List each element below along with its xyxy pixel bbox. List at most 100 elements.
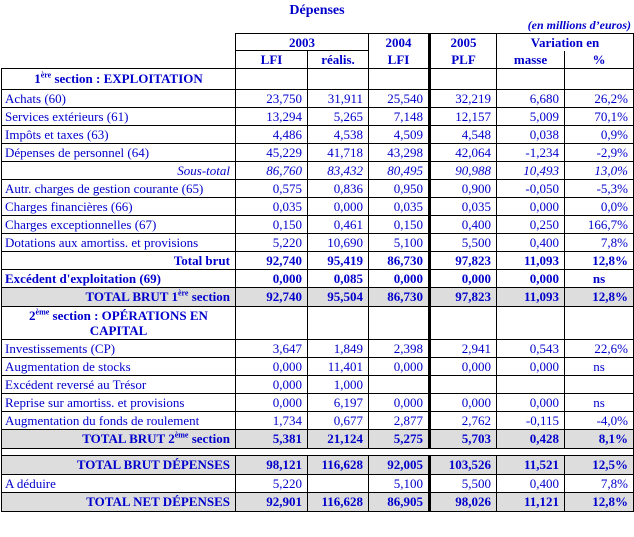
header-variation: Variation en (496, 33, 634, 51)
cell-value: 92,740 (235, 286, 308, 307)
cell-value (564, 305, 634, 340)
cell-value: 98,026 (428, 491, 497, 512)
table-row: Reprise sur amortiss. et provisions 0,000… (1, 392, 634, 412)
row-label: Sous-total (1, 160, 236, 180)
cell-value: -0,115 (496, 410, 565, 430)
cell-value: 5,009 (496, 106, 565, 126)
cell-value: 0,038 (496, 124, 565, 144)
cell-value: 4,509 (368, 124, 430, 144)
table-row: Excédent d'exploitation (69) 0,000 0,085 0,… (1, 268, 634, 288)
cell-value: 10,690 (307, 232, 369, 252)
cell-value: 6,680 (496, 88, 565, 108)
table-row: Excédent reversé au Trésor 0,000 1,000 (1, 374, 634, 394)
cell-value: 41,718 (307, 142, 369, 162)
cell-value: 0,150 (235, 214, 308, 234)
cell-value: 0,575 (235, 178, 308, 198)
table-row: Charges exceptionnelles (67) 0,150 0,461 0,… (1, 214, 634, 234)
cell-value: 0,000 (428, 356, 497, 376)
table-row: TOTAL BRUT 2ème section 5,381 21,124 5,275 5… (1, 428, 634, 449)
cell-value: 0,950 (368, 178, 430, 198)
cell-value: 0,085 (307, 268, 369, 288)
cell-value: 11,401 (307, 356, 369, 376)
table-row: Impôts et taxes (63) 4,486 4,538 4,509 4,548… (1, 124, 634, 144)
cell-value: 116,628 (307, 454, 369, 475)
cell-value: 4,538 (307, 124, 369, 144)
cell-value: 0,150 (368, 214, 430, 234)
row-label: Excédent d'exploitation (69) (1, 268, 236, 288)
cell-value: 0,035 (428, 196, 497, 216)
cell-value: 1,849 (307, 338, 369, 358)
table-row: Autr. charges de gestion courante (65) 0,… (1, 178, 634, 198)
expenses-table: 2003 2004 2005 Variation en LFI réalis. … (1, 33, 634, 512)
cell-value: ns (564, 356, 634, 376)
label-superscript: ème (35, 307, 50, 317)
header-percent: % (564, 50, 634, 69)
label-text: TOTAL BRUT 1 (85, 289, 178, 304)
cell-value: 0,000 (496, 196, 565, 216)
table-row: Charges financières (66) 0,035 0,000 0,035 0… (1, 196, 634, 216)
row-label: TOTAL BRUT 2ème section (1, 428, 236, 449)
cell-value: 3,647 (235, 338, 308, 358)
cell-value: 95,504 (307, 286, 369, 307)
header-blank-cell (2, 51, 236, 69)
cell-value: 0,000 (496, 356, 565, 376)
cell-value: 0,000 (235, 268, 308, 288)
cell-value: 11,093 (496, 250, 565, 270)
cell-value: 12,157 (428, 106, 497, 126)
table-row: TOTAL NET DÉPENSES 92,901 116,628 86,905 98,… (1, 491, 634, 512)
header-masse: masse (496, 50, 565, 69)
label-text: TOTAL BRUT DÉPENSES (76, 457, 230, 472)
cell-value: 11,121 (496, 491, 565, 512)
row-label: Charges exceptionnelles (67) (1, 214, 236, 234)
table-row: A déduire 5,220 5,100 5,500 0,400 7,8% (1, 473, 634, 493)
cell-value (496, 305, 565, 340)
cell-value: 1,000 (307, 374, 369, 394)
cell-value: 11,093 (496, 286, 565, 307)
cell-value: 23,750 (235, 88, 308, 108)
cell-value: 0,000 (496, 268, 565, 288)
cell-value (496, 374, 565, 394)
spacer-cell (1, 448, 634, 455)
cell-value: 0,000 (496, 392, 565, 412)
cell-value (428, 67, 497, 90)
table-row: Dotations aux amortiss. et provisions 5,2… (1, 232, 634, 252)
cell-value: 12,8% (564, 250, 634, 270)
label-text: section : EXPLOITATION (51, 71, 203, 86)
cell-value: 0,400 (496, 232, 565, 252)
row-label: Augmentation de stocks (1, 356, 236, 376)
cell-value: -0,050 (496, 178, 565, 198)
row-label: Reprise sur amortiss. et provisions (1, 392, 236, 412)
cell-value (428, 305, 497, 340)
cell-value (307, 67, 369, 90)
row-label: Impôts et taxes (63) (1, 124, 236, 144)
table-row: TOTAL BRUT DÉPENSES 98,121 116,628 92,005 10… (1, 454, 634, 475)
header-year-2003: 2003 (235, 33, 369, 51)
label-text: TOTAL NET DÉPENSES (86, 494, 230, 509)
cell-value: -2,9% (564, 142, 634, 162)
cell-value: 13,0% (564, 160, 634, 180)
cell-value: 103,526 (428, 454, 497, 475)
label-superscript: ème (174, 430, 189, 440)
cell-value: 7,148 (368, 106, 430, 126)
cell-value: 0,000 (235, 374, 308, 394)
cell-value: 25,540 (368, 88, 430, 108)
cell-value: 13,294 (235, 106, 308, 126)
table-row: Sous-total 86,760 83,432 80,495 90,988 10,493… (1, 160, 634, 180)
row-label: TOTAL BRUT 1ère section (1, 286, 236, 307)
cell-value: 4,548 (428, 124, 497, 144)
cell-value: 86,730 (368, 250, 430, 270)
cell-value: 26,2% (564, 88, 634, 108)
cell-value: 0,000 (307, 196, 369, 216)
label-text: section : OPÉRATIONS EN (49, 307, 208, 323)
cell-value (496, 67, 565, 90)
cell-value: 98,121 (235, 454, 308, 475)
row-label: TOTAL NET DÉPENSES (1, 491, 236, 512)
label-text: 2 (29, 307, 36, 323)
cell-value: 0,428 (496, 428, 565, 449)
cell-value: 0,0% (564, 196, 634, 216)
cell-value: 12,5% (564, 454, 634, 475)
row-label: Dotations aux amortiss. et provisions (1, 232, 236, 252)
cell-value: 0,400 (428, 214, 497, 234)
cell-value: ns (564, 392, 634, 412)
cell-value: 2,398 (368, 338, 430, 358)
